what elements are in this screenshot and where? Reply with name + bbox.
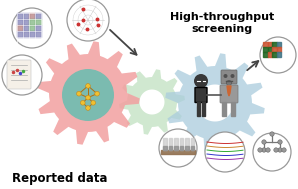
- Circle shape: [258, 148, 262, 152]
- Polygon shape: [29, 25, 35, 31]
- Polygon shape: [29, 19, 35, 25]
- Polygon shape: [165, 53, 265, 153]
- Polygon shape: [179, 138, 183, 150]
- Polygon shape: [139, 90, 164, 115]
- FancyBboxPatch shape: [221, 70, 237, 84]
- Circle shape: [262, 140, 266, 144]
- Circle shape: [95, 91, 100, 96]
- Circle shape: [67, 0, 109, 41]
- Circle shape: [278, 140, 282, 144]
- Circle shape: [274, 148, 278, 152]
- Polygon shape: [163, 146, 167, 150]
- Polygon shape: [17, 25, 23, 31]
- Polygon shape: [202, 102, 205, 116]
- Polygon shape: [23, 19, 29, 25]
- FancyBboxPatch shape: [195, 88, 207, 102]
- Polygon shape: [277, 47, 281, 52]
- Polygon shape: [29, 31, 35, 37]
- Circle shape: [86, 95, 90, 100]
- Polygon shape: [36, 41, 140, 145]
- Circle shape: [205, 132, 245, 172]
- Polygon shape: [190, 138, 194, 150]
- Polygon shape: [268, 52, 272, 57]
- Polygon shape: [268, 42, 272, 47]
- Polygon shape: [185, 146, 189, 150]
- Circle shape: [226, 81, 232, 85]
- Circle shape: [77, 91, 81, 96]
- Polygon shape: [163, 138, 167, 150]
- Circle shape: [260, 37, 296, 73]
- Circle shape: [253, 133, 291, 171]
- Circle shape: [266, 148, 270, 152]
- Polygon shape: [161, 150, 195, 154]
- Circle shape: [278, 148, 282, 152]
- Circle shape: [2, 55, 42, 95]
- Polygon shape: [17, 31, 23, 37]
- Polygon shape: [263, 47, 268, 52]
- Circle shape: [230, 74, 235, 78]
- Polygon shape: [272, 47, 277, 52]
- Polygon shape: [185, 138, 189, 150]
- Circle shape: [262, 148, 266, 152]
- Circle shape: [159, 129, 197, 167]
- Polygon shape: [35, 19, 41, 25]
- Polygon shape: [190, 146, 194, 150]
- Polygon shape: [17, 13, 23, 19]
- Polygon shape: [272, 52, 277, 57]
- Circle shape: [91, 101, 96, 105]
- Polygon shape: [35, 25, 41, 31]
- FancyBboxPatch shape: [7, 60, 31, 89]
- Polygon shape: [263, 52, 268, 57]
- Circle shape: [86, 84, 90, 88]
- Polygon shape: [17, 19, 23, 25]
- Polygon shape: [35, 31, 41, 37]
- Circle shape: [12, 8, 52, 48]
- Polygon shape: [277, 52, 281, 57]
- Polygon shape: [174, 146, 178, 150]
- Polygon shape: [69, 74, 108, 112]
- Polygon shape: [277, 42, 281, 47]
- Circle shape: [80, 101, 85, 105]
- Polygon shape: [227, 86, 231, 96]
- Polygon shape: [179, 146, 183, 150]
- Polygon shape: [196, 84, 234, 122]
- Polygon shape: [35, 13, 41, 19]
- Polygon shape: [119, 69, 185, 135]
- Polygon shape: [197, 102, 200, 116]
- Text: High-throughput
screening: High-throughput screening: [170, 12, 274, 34]
- Polygon shape: [268, 47, 272, 52]
- Polygon shape: [23, 13, 29, 19]
- Polygon shape: [23, 31, 29, 37]
- Circle shape: [282, 148, 286, 152]
- Polygon shape: [263, 42, 268, 47]
- Circle shape: [62, 69, 114, 121]
- Polygon shape: [168, 138, 172, 150]
- Polygon shape: [168, 146, 172, 150]
- Circle shape: [86, 106, 90, 110]
- Polygon shape: [222, 102, 226, 116]
- Circle shape: [270, 132, 274, 136]
- Polygon shape: [23, 25, 29, 31]
- Circle shape: [224, 74, 227, 78]
- Polygon shape: [231, 102, 235, 116]
- Circle shape: [194, 74, 208, 88]
- Polygon shape: [272, 42, 277, 47]
- Polygon shape: [174, 138, 178, 150]
- FancyBboxPatch shape: [220, 85, 238, 103]
- Text: Reported data: Reported data: [12, 172, 108, 185]
- Polygon shape: [29, 13, 35, 19]
